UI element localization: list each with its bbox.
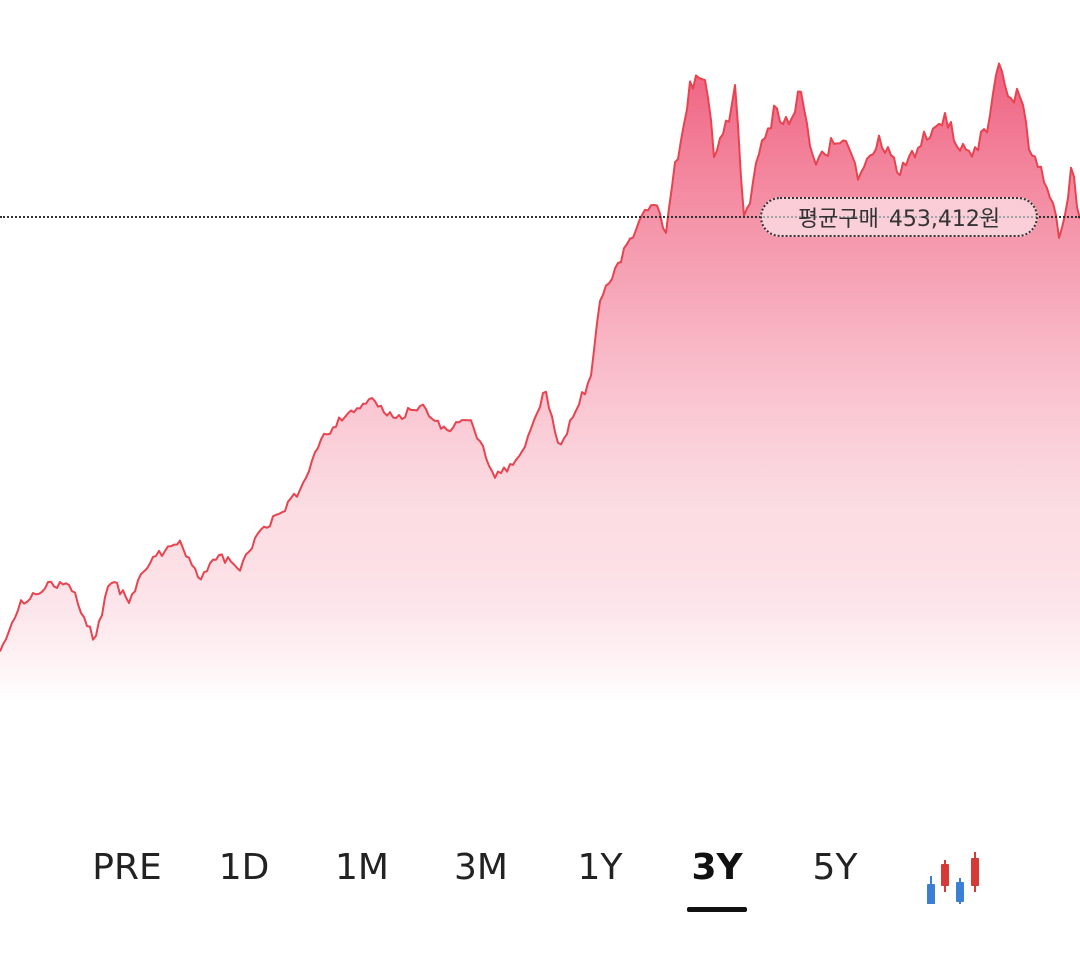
average-price-badge: 평균구매 453,412원 <box>760 197 1038 237</box>
selected-tab-indicator <box>687 907 747 912</box>
tab-3y[interactable]: 3Y <box>691 847 743 888</box>
tab-1d[interactable]: 1D <box>218 847 270 888</box>
tab-1y[interactable]: 1Y <box>577 847 623 888</box>
average-price-line <box>0 216 1080 218</box>
tab-3m[interactable]: 3M <box>454 847 508 888</box>
average-price-label: 평균구매 <box>797 207 879 232</box>
tab-1m[interactable]: 1M <box>335 847 389 888</box>
tab-pre[interactable]: PRE <box>92 847 162 888</box>
price-area-chart <box>0 62 1080 700</box>
average-price-value: 453,412원 <box>888 207 1001 232</box>
price-line <box>0 62 1080 652</box>
price-area-fill <box>0 63 1080 700</box>
tab-5y[interactable]: 5Y <box>812 847 858 888</box>
time-range-selector: PRE 1D 1M 3M 1Y 3Y 5Y <box>0 820 1080 920</box>
candlestick-icon[interactable] <box>920 836 984 918</box>
price-chart[interactable] <box>0 0 1080 700</box>
